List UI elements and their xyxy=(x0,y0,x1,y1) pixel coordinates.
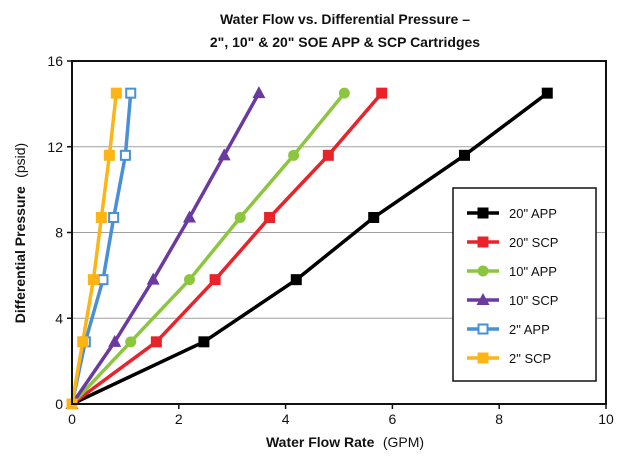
data-point xyxy=(150,336,162,348)
data-point xyxy=(87,274,99,286)
data-point xyxy=(97,274,109,286)
data-point xyxy=(252,86,266,99)
x-tick-label: 8 xyxy=(495,411,503,427)
legend-item: 2" APP xyxy=(467,322,550,337)
legend-swatch-marker xyxy=(477,323,489,335)
data-point xyxy=(146,272,160,285)
legend-item: 10" SCP xyxy=(467,293,558,308)
data-point xyxy=(77,336,89,348)
legend-swatch-marker xyxy=(477,236,489,248)
data-point xyxy=(125,87,137,99)
chart-title-line2: 2", 10" & 20" SOE APP & SCP Cartridges xyxy=(210,34,480,50)
y-tick-label: 16 xyxy=(47,53,63,69)
y-axis-label-unit: (psid) xyxy=(12,143,28,178)
legend-label: 10" APP xyxy=(509,264,557,279)
series-line xyxy=(70,93,119,405)
plot-frame xyxy=(71,60,607,405)
series-line xyxy=(70,92,261,405)
legend-item: 20" SCP xyxy=(467,235,558,250)
legend-item: 10" APP xyxy=(467,264,557,279)
series-line xyxy=(70,93,133,405)
series-line xyxy=(70,92,346,406)
legend-item: 2" SCP xyxy=(467,351,551,366)
legend-box xyxy=(452,187,597,382)
data-point xyxy=(322,149,334,161)
data-point xyxy=(209,274,221,286)
y-axis-label: Differential Pressure (psid) xyxy=(12,143,29,323)
data-point xyxy=(264,211,276,223)
y-tick-label: 4 xyxy=(55,310,63,326)
x-tick-label: 0 xyxy=(68,411,76,427)
data-point xyxy=(368,211,380,223)
series-line xyxy=(70,92,384,406)
legend-label: 2" APP xyxy=(509,322,550,337)
legend: 20" APP 20" SCP 10" APP 10" SCP 2" APP 2" SCP xyxy=(452,187,597,382)
series-line xyxy=(71,91,549,406)
data-point xyxy=(125,336,137,348)
x-tick-label: 6 xyxy=(389,411,397,427)
legend-item: 20" APP xyxy=(467,206,557,221)
legend-label: 10" SCP xyxy=(509,293,558,308)
legend-label: 20" APP xyxy=(509,206,557,221)
data-point xyxy=(217,148,231,161)
data-point xyxy=(108,334,122,347)
legend-label: 20" SCP xyxy=(509,235,558,250)
y-tick-label: 0 xyxy=(55,396,63,412)
data-point xyxy=(288,149,300,161)
data-point xyxy=(108,211,120,223)
data-point xyxy=(103,149,115,161)
data-point xyxy=(290,274,302,286)
data-point xyxy=(110,87,122,99)
x-tick-label: 10 xyxy=(598,411,614,427)
data-point xyxy=(119,149,131,161)
legend-label: 2" SCP xyxy=(509,351,551,366)
legend-swatch-marker xyxy=(476,293,490,305)
data-point xyxy=(234,211,246,223)
y-axis-label-main: Differential Pressure xyxy=(12,186,28,323)
data-point xyxy=(376,87,388,99)
x-axis-label-unit: (GPM) xyxy=(383,434,424,450)
data-point xyxy=(198,336,210,348)
data-point xyxy=(338,87,350,99)
data-point xyxy=(541,87,553,99)
x-tick-label: 2 xyxy=(175,411,183,427)
data-point xyxy=(182,210,196,223)
x-tick-label: 4 xyxy=(282,411,290,427)
chart-title-line1: Water Flow vs. Differential Pressure – xyxy=(220,11,470,27)
data-point xyxy=(183,274,195,286)
legend-swatch-marker xyxy=(477,207,489,219)
data-point xyxy=(458,149,470,161)
legend-swatch-marker xyxy=(477,352,489,364)
x-axis-label: Water Flow Rate (GPM) xyxy=(266,434,424,451)
y-tick-label: 12 xyxy=(47,139,63,155)
data-point xyxy=(95,211,107,223)
legend-swatch-marker xyxy=(477,265,489,277)
x-axis-label-main: Water Flow Rate xyxy=(266,434,375,450)
y-tick-label: 8 xyxy=(55,225,63,241)
